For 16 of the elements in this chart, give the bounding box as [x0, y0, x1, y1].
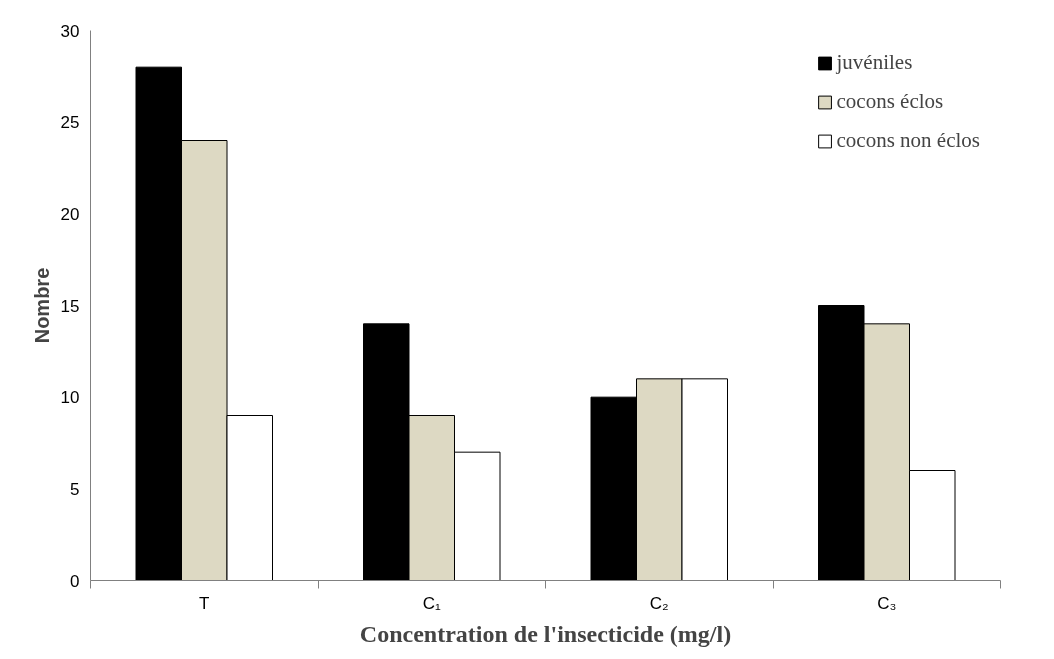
- y-tick-label: 10: [60, 388, 80, 408]
- y-tick-label: 30: [60, 21, 80, 41]
- y-tick-label: 0: [70, 571, 80, 591]
- x-tick-label: T: [199, 593, 210, 613]
- y-tick-label: 20: [60, 204, 80, 224]
- legend-label: cocons éclos: [836, 89, 944, 114]
- x-tick-label: C₁: [422, 593, 442, 613]
- y-tick-label: 15: [60, 296, 80, 316]
- y-axis-title: Nombre: [30, 267, 53, 344]
- legend-label: juvéniles: [836, 50, 913, 75]
- y-tick-label: 5: [70, 479, 80, 499]
- x-tick-label: C₂: [649, 593, 669, 613]
- x-tick-label: C₃: [877, 593, 897, 613]
- x-axis-title: Concentration de l'insecticide (mg/l): [359, 620, 732, 647]
- legend-label: cocons non éclos: [836, 128, 980, 153]
- y-tick-label: 25: [60, 113, 80, 133]
